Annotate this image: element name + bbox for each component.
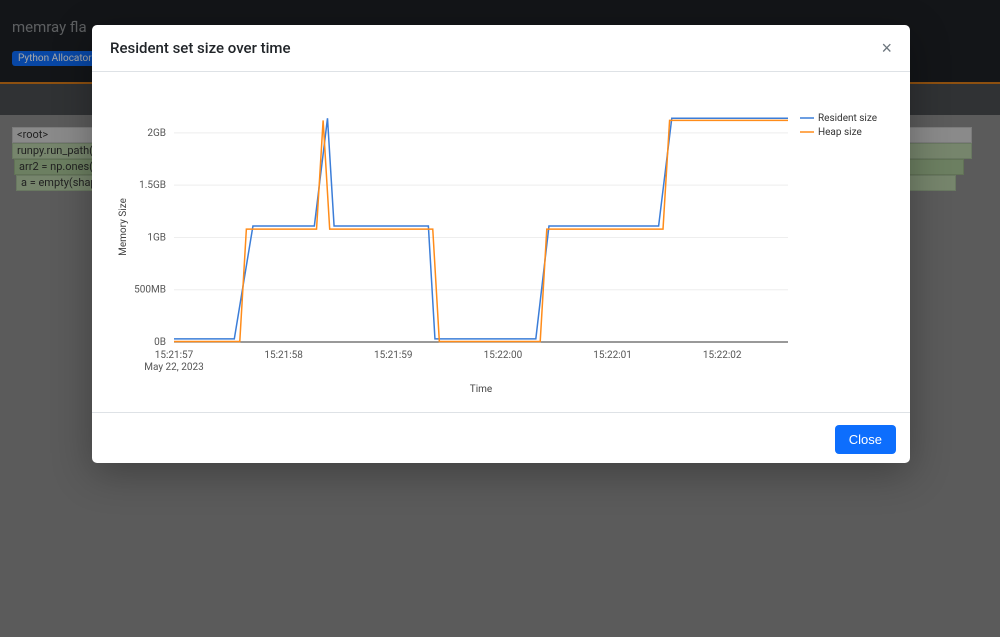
memory-chart: 0B 500MB 1GB 1.5GB 2GB 15:21:57 15:21:58 15:21:… (104, 80, 898, 404)
modal-header: Resident set size over time × (92, 25, 910, 72)
close-icon[interactable]: × (881, 39, 892, 57)
svg-text:500MB: 500MB (134, 285, 166, 296)
svg-text:15:21:57: 15:21:57 (155, 350, 194, 361)
svg-text:May 22, 2023: May 22, 2023 (144, 362, 203, 373)
svg-text:1.5GB: 1.5GB (139, 180, 166, 191)
svg-text:Time: Time (470, 384, 492, 395)
modal-footer: Close (92, 412, 910, 466)
memory-over-time-modal: Resident set size over time × 0B 500MB 1GB… (92, 25, 910, 463)
modal-body: 0B 500MB 1GB 1.5GB 2GB 15:21:57 15:21:58 15:21:… (92, 72, 910, 412)
svg-text:Memory Size: Memory Size (118, 198, 129, 256)
close-button[interactable]: Close (835, 425, 896, 454)
svg-text:15:21:59: 15:21:59 (374, 350, 413, 361)
svg-text:15:22:01: 15:22:01 (593, 350, 632, 361)
svg-text:Resident size: Resident size (818, 113, 877, 124)
svg-text:0B: 0B (154, 337, 166, 348)
svg-text:1GB: 1GB (147, 232, 166, 243)
svg-text:15:22:02: 15:22:02 (703, 350, 742, 361)
svg-text:Heap size: Heap size (818, 127, 862, 138)
svg-text:2GB: 2GB (147, 128, 166, 139)
svg-text:15:22:00: 15:22:00 (484, 350, 523, 361)
modal-title: Resident set size over time (110, 39, 291, 57)
svg-text:15:21:58: 15:21:58 (264, 350, 303, 361)
